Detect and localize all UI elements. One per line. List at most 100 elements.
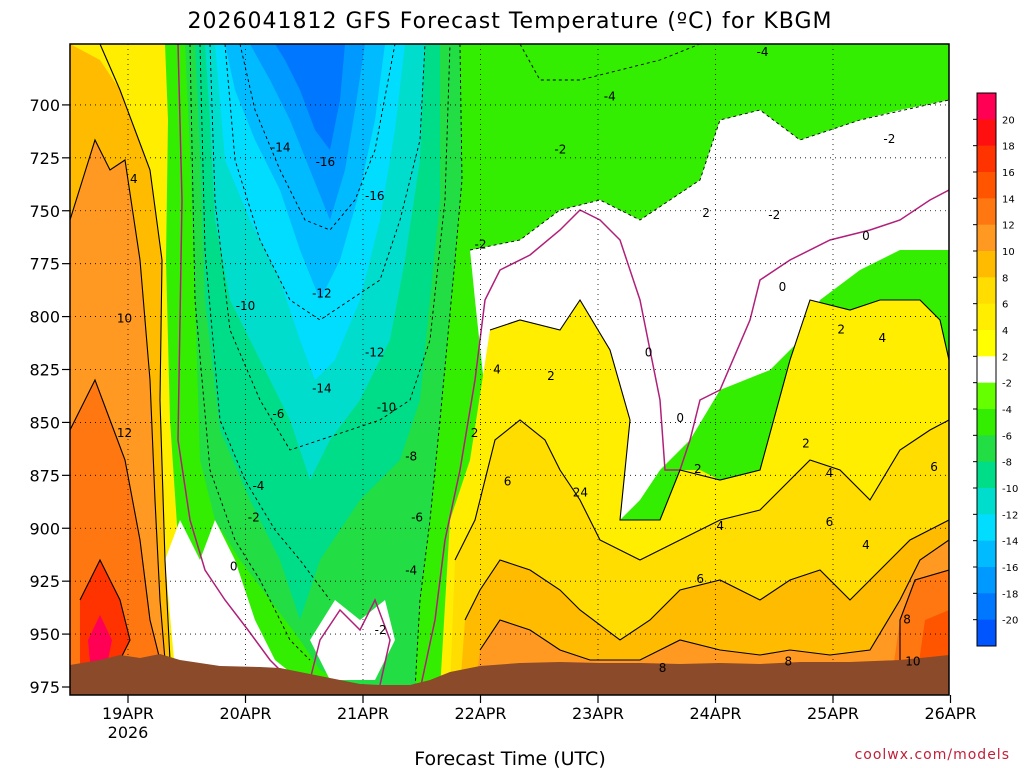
colorbar-swatch <box>977 567 996 594</box>
colorbar-label: -8 <box>1002 458 1012 469</box>
warm-core <box>88 615 112 662</box>
contour-label: -12 <box>312 286 332 300</box>
contour-label: -10 <box>236 299 256 313</box>
y-tick-label: 850 <box>29 413 60 432</box>
colorbar-label: 2 <box>1002 352 1008 363</box>
colorbar-swatch <box>977 251 996 278</box>
contour-label: 10 <box>117 312 132 326</box>
x-tick-label: 24APR <box>689 704 741 723</box>
y-tick-label: 900 <box>29 519 60 538</box>
contour-label: -6 <box>411 511 423 525</box>
y-tick-label: 825 <box>29 361 60 380</box>
contour-label: -12 <box>365 346 385 360</box>
y-tick-label: 800 <box>29 308 60 327</box>
x-tick-label: 26APR <box>924 704 976 723</box>
contour-label: -2 <box>554 142 566 156</box>
colorbar-swatch <box>977 93 996 120</box>
x-tick-label: 22APR <box>454 704 506 723</box>
colorbar-label: -10 <box>1002 484 1018 495</box>
contour-label: 4 <box>826 466 834 480</box>
y-tick-label: 925 <box>29 572 60 591</box>
contour-label: 0 <box>230 559 238 573</box>
contour-label: 12 <box>117 426 132 440</box>
colorbar: 20 18 16 14 12 10 8 6 4 2 -2 -4 -6 -8 -10 -12 -14 -16 -18 -… <box>973 92 1018 647</box>
x-axis-label: Forecast Time (UTC) <box>414 748 605 768</box>
cold-core <box>275 44 345 150</box>
y-tick-label: 700 <box>29 96 60 115</box>
colorbar-label: 8 <box>1002 273 1008 284</box>
zero-isotherm-right <box>419 189 949 691</box>
contour-label: -16 <box>316 155 336 169</box>
y-tick-label: 775 <box>29 255 60 274</box>
colorbar-swatch <box>977 488 996 515</box>
y-tick-label: 875 <box>29 466 60 485</box>
contour-label: -10 <box>377 401 397 415</box>
colorbar-swatch <box>977 435 996 463</box>
x-tick-year: 2026 <box>108 723 149 742</box>
colorbar-label: -20 <box>1002 616 1018 627</box>
contour-label: 6 <box>930 460 938 474</box>
x-tick-label: 21APR <box>337 704 389 723</box>
x-axis: 19APR 20APR 21APR 22APR 23APR 24APR 25APR 26APR… <box>102 695 977 742</box>
contour-label: 2 <box>837 322 845 336</box>
colorbar-label: 20 <box>1002 115 1015 126</box>
contour-label: -2 <box>248 511 260 525</box>
contour-labels: 4 10 12 -14 -16 -16 -12 -10 -14 -12 -10 -6 -4 -2 -8 -6 -… <box>117 45 938 675</box>
colorbar-swatch <box>977 619 996 647</box>
contour-label: 0 <box>676 411 684 425</box>
colorbar-swatch <box>977 461 996 489</box>
colorbar-frame <box>976 92 997 647</box>
colorbar-swatch <box>977 540 996 568</box>
contour-label: 0 <box>862 229 870 243</box>
contour-label: -14 <box>271 140 291 154</box>
dashed-contours <box>189 44 949 691</box>
colorbar-label: 10 <box>1002 247 1015 258</box>
colorbar-label: -14 <box>1002 537 1018 548</box>
contour-label: 2 <box>471 426 479 440</box>
x-tick-label: 20APR <box>219 704 271 723</box>
contour-label: -4 <box>757 45 769 59</box>
colorbar-swatch <box>977 382 996 410</box>
terrain <box>70 654 949 695</box>
contour-label: -2 <box>768 208 780 222</box>
zero-isotherm-left <box>177 44 291 681</box>
colorbar-label: -18 <box>1002 589 1018 600</box>
colorbar-label: 18 <box>1002 142 1015 153</box>
contour-label: -16 <box>365 189 385 203</box>
colorbar-swatch <box>977 198 996 226</box>
x-tick-label: 25APR <box>807 704 859 723</box>
chart-title: 2026041812 GFS Forecast Temperature (ºC)… <box>188 9 833 34</box>
colorbar-label: 12 <box>1002 221 1015 232</box>
colorbar-label: 4 <box>1002 326 1008 337</box>
colorbar-swatch <box>977 224 996 252</box>
y-tick-label: 750 <box>29 202 60 221</box>
contour-label: 0 <box>645 346 653 360</box>
contour-label: 6 <box>696 572 704 586</box>
colorbar-swatch <box>977 119 996 147</box>
colorbar-label: -12 <box>1002 510 1018 521</box>
colorbar-swatch <box>977 172 996 199</box>
colorbar-swatch <box>977 514 996 542</box>
colorbar-swatch <box>977 593 996 621</box>
colorbar-swatch <box>977 409 996 436</box>
contour-label: -14 <box>312 382 332 396</box>
colorbar-swatch <box>977 330 996 357</box>
credit-text: coolwx.com/models <box>855 747 1010 763</box>
contour-label: -4 <box>252 479 264 493</box>
colorbar-swatch <box>977 145 996 173</box>
colorbar-label: -16 <box>1002 563 1018 574</box>
contour-label: 6 <box>504 475 512 489</box>
contour-label: 8 <box>903 612 911 626</box>
contour-label: 0 <box>779 280 787 294</box>
contour-label: -2 <box>883 132 895 146</box>
contour-field <box>70 44 949 695</box>
y-tick-label: 725 <box>29 149 60 168</box>
white-patch-mid <box>310 600 395 680</box>
solid-contours <box>70 44 949 690</box>
contour-label: 8 <box>785 655 793 669</box>
colorbar-label: -6 <box>1002 431 1012 442</box>
contour-label: -6 <box>272 407 284 421</box>
contour-label: -8 <box>405 449 417 463</box>
contour-label: 2 <box>547 369 555 383</box>
